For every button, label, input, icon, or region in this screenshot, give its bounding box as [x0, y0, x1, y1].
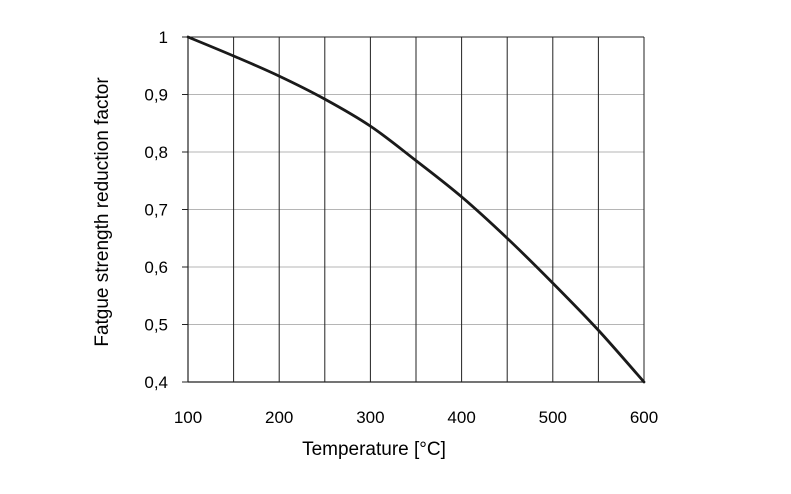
- x-tick-label: 400: [447, 408, 475, 427]
- y-tick-label: 0,8: [144, 143, 168, 162]
- x-tick-label: 500: [539, 408, 567, 427]
- x-axis-title: Temperature [°C]: [302, 439, 446, 460]
- y-tick-label: 0,4: [144, 373, 168, 392]
- series-line: [186, 35, 646, 384]
- y-tick-label: 0,7: [144, 201, 168, 220]
- y-axis-ticks: 0,4 0,5 0,6 0,7 0,8 0,9 1: [144, 28, 188, 392]
- y-tick-label: 0,9: [144, 86, 168, 105]
- x-tick-label: 100: [174, 408, 202, 427]
- y-axis-title: Fatgue strength reduction factor: [92, 77, 113, 347]
- x-tick-label: 200: [265, 408, 293, 427]
- gridlines: [187, 36, 645, 383]
- y-tick-label: 0,5: [144, 316, 168, 335]
- x-tick-label: 300: [356, 408, 384, 427]
- y-tick-label: 0,6: [144, 258, 168, 277]
- plot-area: [186, 35, 646, 384]
- x-axis-ticks: 100 200 300 400 500 600: [174, 408, 658, 427]
- y-tick-label: 1: [159, 28, 168, 47]
- x-tick-label: 600: [630, 408, 658, 427]
